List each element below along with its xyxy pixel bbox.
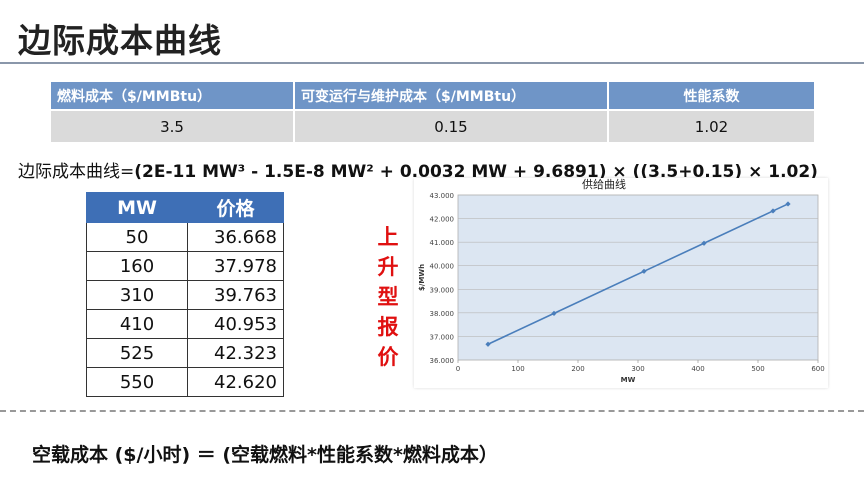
data-point [701, 240, 707, 246]
header-mw: MW [86, 192, 188, 223]
table-row: 410 40.953 [86, 309, 284, 339]
y-tick-label: 41.000 [430, 239, 455, 247]
cell-price: 42.323 [187, 338, 284, 368]
chart-svg: 36.000 37.000 38.000 39.000 40.000 41.000 42.0… [418, 178, 825, 384]
x-tick-label: 300 [631, 365, 644, 373]
no-load-cost-formula: 空载成本 ($/小时) ＝ (空载燃料*性能系数*燃料成本） [32, 444, 498, 466]
series-line [487, 203, 789, 345]
y-axis-label: $/MWh [418, 264, 426, 291]
table-row: 160 37.978 [86, 251, 284, 281]
data-point [770, 208, 776, 214]
header-fuel-cost: 燃料成本（$/MMBtu） [51, 82, 293, 109]
cell-mw: 310 [86, 280, 188, 310]
cell-mw: 160 [86, 251, 188, 281]
x-tick-label: 400 [691, 365, 704, 373]
x-tick-label: 100 [511, 365, 524, 373]
x-tick-label: 600 [811, 365, 824, 373]
x-tick-label: 200 [571, 365, 584, 373]
formula-expression: (2E-11 MW³ - 1.5E-8 MW² + 0.0032 MW + 9.… [134, 162, 818, 182]
header-om-cost: 可变运行与维护成本（$/MMBtu） [295, 82, 607, 109]
x-tick-label: 0 [456, 365, 460, 373]
cell-mw: 525 [86, 338, 188, 368]
title-divider [0, 62, 864, 64]
y-tick-label: 38.000 [430, 310, 455, 318]
parameter-table: 燃料成本（$/MMBtu） 可变运行与维护成本（$/MMBtu） 性能系数 3.… [49, 80, 816, 144]
y-tick-label: 36.000 [430, 357, 455, 365]
y-tick-label: 42.000 [430, 216, 455, 224]
formula-line: 边际成本曲线=(2E-11 MW³ - 1.5E-8 MW² + 0.0032 … [18, 157, 818, 182]
rising-bid-char: 价 [377, 345, 399, 369]
table-row: 550 42.620 [86, 367, 284, 397]
cell-mw: 410 [86, 309, 188, 339]
page-title: 边际成本曲线 [18, 21, 222, 60]
rising-bid-label: 上 升 型 报 价 [375, 222, 401, 372]
cell-price: 39.763 [187, 280, 284, 310]
cell-price: 36.668 [187, 222, 284, 252]
rising-bid-char: 报 [377, 315, 399, 339]
price-table-header: MW 价格 [86, 192, 284, 223]
cell-price: 42.620 [187, 367, 284, 397]
chart-title: 供给曲线 [582, 178, 626, 191]
rising-bid-char: 型 [377, 285, 399, 309]
cell-price: 37.978 [187, 251, 284, 281]
value-heat-rate: 1.02 [609, 111, 814, 142]
cell-price: 40.953 [187, 309, 284, 339]
header-heat-rate: 性能系数 [609, 82, 814, 109]
plot-area [457, 194, 819, 361]
cell-mw: 550 [86, 367, 188, 397]
data-point [785, 201, 791, 207]
value-om-cost: 0.15 [295, 111, 607, 142]
parameter-table-row: 3.5 0.15 1.02 [51, 111, 814, 142]
data-point [641, 268, 647, 274]
data-point [485, 341, 491, 347]
formula-label: 边际成本曲线= [18, 162, 135, 182]
y-tick-label: 40.000 [430, 263, 455, 271]
dashed-divider [0, 410, 864, 412]
cell-mw: 50 [86, 222, 188, 252]
x-axis-label: MW [621, 376, 636, 384]
y-tick-label: 37.000 [430, 333, 455, 341]
y-tick-label: 43.000 [430, 192, 455, 200]
table-row: 525 42.323 [86, 338, 284, 368]
header-price: 价格 [187, 192, 284, 223]
table-row: 310 39.763 [86, 280, 284, 310]
rising-bid-char: 上 [377, 225, 399, 249]
table-row: 50 36.668 [86, 222, 284, 252]
price-table: MW 价格 50 36.668 160 37.978 310 39.763 41… [86, 192, 284, 397]
supply-curve-chart: 36.000 37.000 38.000 39.000 40.000 41.000 42.0… [414, 178, 828, 388]
rising-bid-char: 升 [377, 255, 399, 279]
parameter-table-header: 燃料成本（$/MMBtu） 可变运行与维护成本（$/MMBtu） 性能系数 [51, 82, 814, 109]
y-tick-label: 39.000 [430, 286, 455, 294]
value-fuel-cost: 3.5 [51, 111, 293, 142]
x-tick-label: 500 [751, 365, 764, 373]
